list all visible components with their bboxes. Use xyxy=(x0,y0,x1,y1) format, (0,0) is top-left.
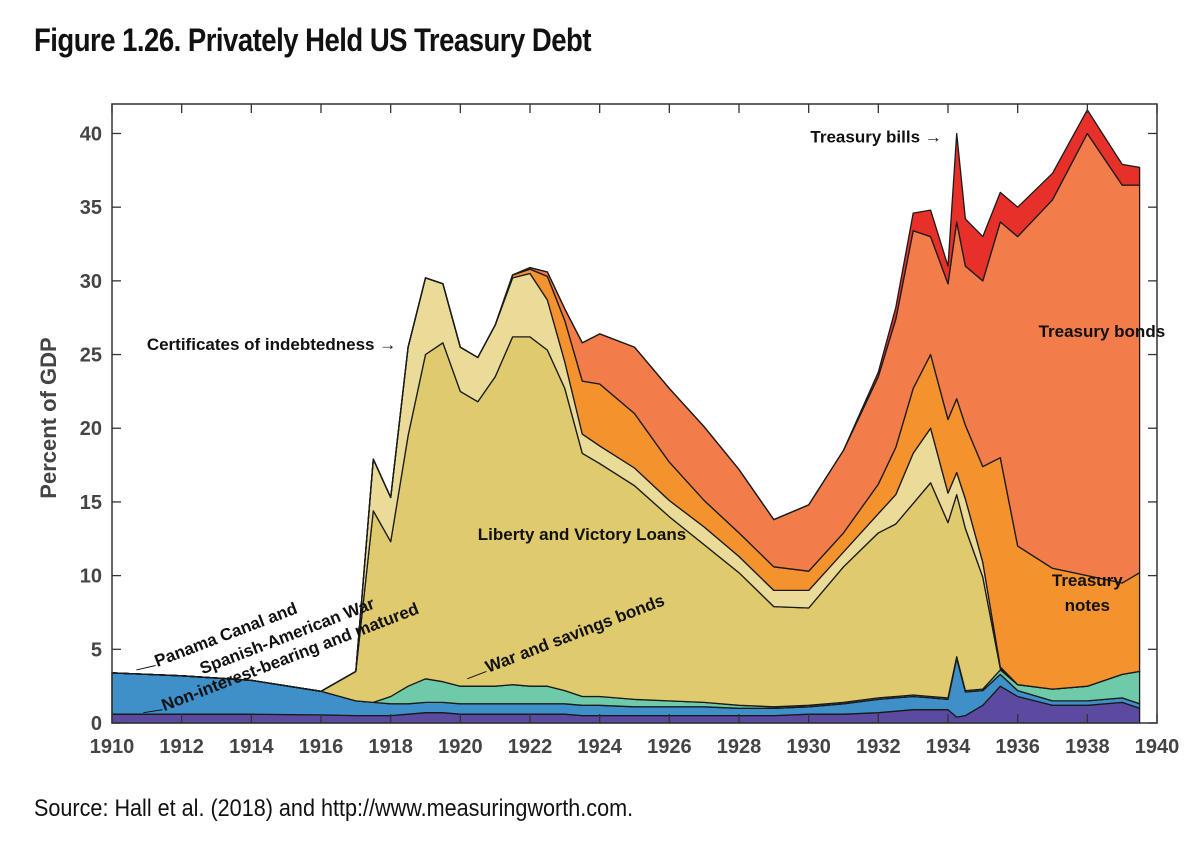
plot-frame xyxy=(111,103,1158,724)
annotation-notes: notes xyxy=(1065,596,1110,615)
area-treasury-bills xyxy=(111,109,1141,692)
y-tick-label: 10 xyxy=(80,566,102,588)
x-tick-label: 1938 xyxy=(1065,736,1110,758)
x-tick-label: 1916 xyxy=(299,736,344,758)
annotation-treasury: Treasury xyxy=(1052,571,1123,590)
x-tick-label: 1930 xyxy=(786,736,831,758)
x-tick-label: 1940 xyxy=(1135,736,1180,758)
chart-title: Figure 1.26. Privately Held US Treasury … xyxy=(34,22,592,58)
x-tick-label: 1922 xyxy=(508,736,553,758)
area-layers xyxy=(111,109,1141,724)
y-tick-label: 30 xyxy=(80,271,102,293)
y-tick-label: 35 xyxy=(80,197,102,219)
plot-border xyxy=(111,103,1158,724)
y-tick-label: 15 xyxy=(80,492,102,514)
y-tick-label: 40 xyxy=(80,123,102,145)
y-tick-label: 25 xyxy=(80,345,102,367)
x-tick-label: 1928 xyxy=(717,736,762,758)
y-tick-label: 20 xyxy=(80,418,102,440)
y-tick-label: 0 xyxy=(91,713,102,735)
y-tick-label: 5 xyxy=(91,639,102,661)
x-tick-label: 1924 xyxy=(577,736,622,758)
x-tick-label: 1918 xyxy=(368,736,413,758)
x-tick-label: 1910 xyxy=(90,736,135,758)
source-note: Source: Hall et al. (2018) and http://ww… xyxy=(34,795,634,822)
annotation-treasury-bonds: Treasury bonds xyxy=(1039,322,1166,341)
annotation-liberty-and-victory-loans: Liberty and Victory Loans xyxy=(478,525,686,544)
x-tick-label: 1934 xyxy=(926,736,971,758)
x-tick-label: 1926 xyxy=(647,736,692,758)
y-axis: 0 5 10 15 20 25 30 35 40 xyxy=(80,123,1157,735)
annotation-arrow xyxy=(143,709,163,714)
y-axis-label: Percent of GDP xyxy=(36,337,61,498)
x-tick-label: 1932 xyxy=(856,736,901,758)
annotation-arrow xyxy=(467,670,487,680)
x-tick-label: 1920 xyxy=(438,736,483,758)
x-tick-label: 1914 xyxy=(229,736,274,758)
x-tick-label: 1912 xyxy=(159,736,204,758)
annotation-treasury-bills: Treasury bills → xyxy=(810,127,941,146)
annotation-arrow xyxy=(136,665,156,671)
stacked-area-chart: 1910 1912 1914 1916 1918 1920 1922 1924 1926 1928… xyxy=(36,103,1180,758)
annotation-certificates-of-indebtedness: Certificates of indebtedness → xyxy=(147,335,396,354)
x-axis: 1910 1912 1914 1916 1918 1920 1922 1924 1926 1928… xyxy=(90,104,1180,758)
x-tick-label: 1936 xyxy=(995,736,1040,758)
